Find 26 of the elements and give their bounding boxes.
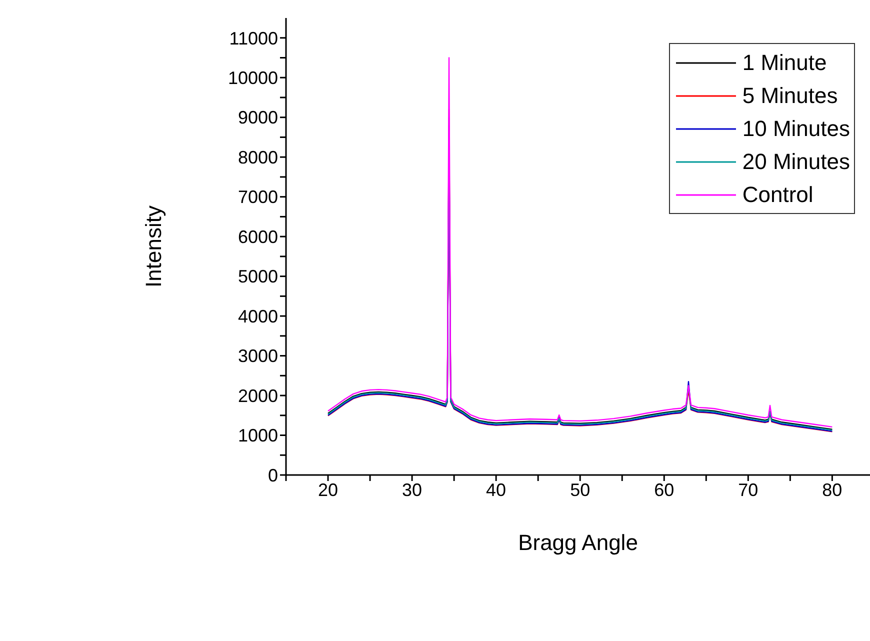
x-tick-label: 30 [402,480,422,500]
y-tick-label: 4000 [238,306,278,326]
y-tick-label: 3000 [238,346,278,366]
x-tick-label: 20 [318,480,338,500]
x-tick-label: 50 [570,480,590,500]
y-tick-label: 0 [268,465,278,486]
y-tick-label: 7000 [238,187,278,208]
y-axis-title: Intensity [140,206,166,288]
x-axis-title: Bragg Angle [518,530,638,555]
y-tick-label: 2000 [238,386,278,406]
y-tick-label: 1000 [238,426,278,446]
y-tick-label: 8000 [238,147,278,168]
legend-label: Control [742,181,814,209]
legend-label: 1 Minute [742,49,827,77]
y-tick-label: 10000 [228,68,278,88]
legend-label: 10 Minutes [742,115,850,143]
y-tick-label: 9000 [238,108,278,128]
legend-label: 20 Minutes [742,148,850,176]
y-tick-label: 11000 [229,28,278,48]
x-tick-label: 60 [654,480,674,500]
x-tick-label: 70 [738,480,758,500]
legend-label: 5 Minutes [742,82,838,110]
y-tick-label: 6000 [238,226,278,247]
x-tick-label: 40 [486,480,506,500]
x-tick-label: 80 [822,480,842,500]
y-tick-label: 5000 [238,266,278,287]
